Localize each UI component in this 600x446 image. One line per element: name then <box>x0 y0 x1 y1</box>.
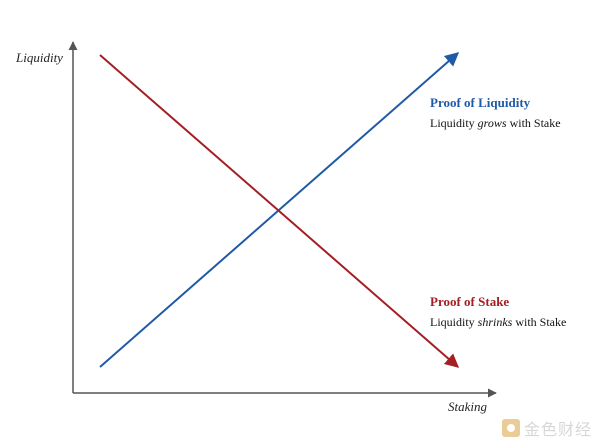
pol-desc-suffix: with Stake <box>506 116 561 130</box>
pos-desc-prefix: Liquidity <box>430 315 478 329</box>
proof-of-liquidity-description: Liquidity grows with Stake <box>430 116 561 131</box>
proof-of-stake-line <box>99 54 460 368</box>
proof-of-liquidity-title: Proof of Liquidity <box>430 95 531 110</box>
proof-of-stake-title: Proof of Stake <box>430 294 510 309</box>
pos-desc-suffix: with Stake <box>512 315 567 329</box>
watermark: 金色财经 <box>501 416 592 440</box>
gold-logo-icon <box>501 419 520 437</box>
pol-desc-emphasis: grows <box>477 116 507 130</box>
proof-of-stake-description: Liquidity shrinks with Stake <box>430 315 566 330</box>
pos-desc-emphasis: shrinks <box>477 315 513 329</box>
y-axis-label: Liquidity <box>16 50 63 65</box>
x-axis-label: Staking <box>448 399 487 414</box>
pol-desc-prefix: Liquidity <box>430 116 478 130</box>
watermark-text: 金色财经 <box>523 420 592 439</box>
